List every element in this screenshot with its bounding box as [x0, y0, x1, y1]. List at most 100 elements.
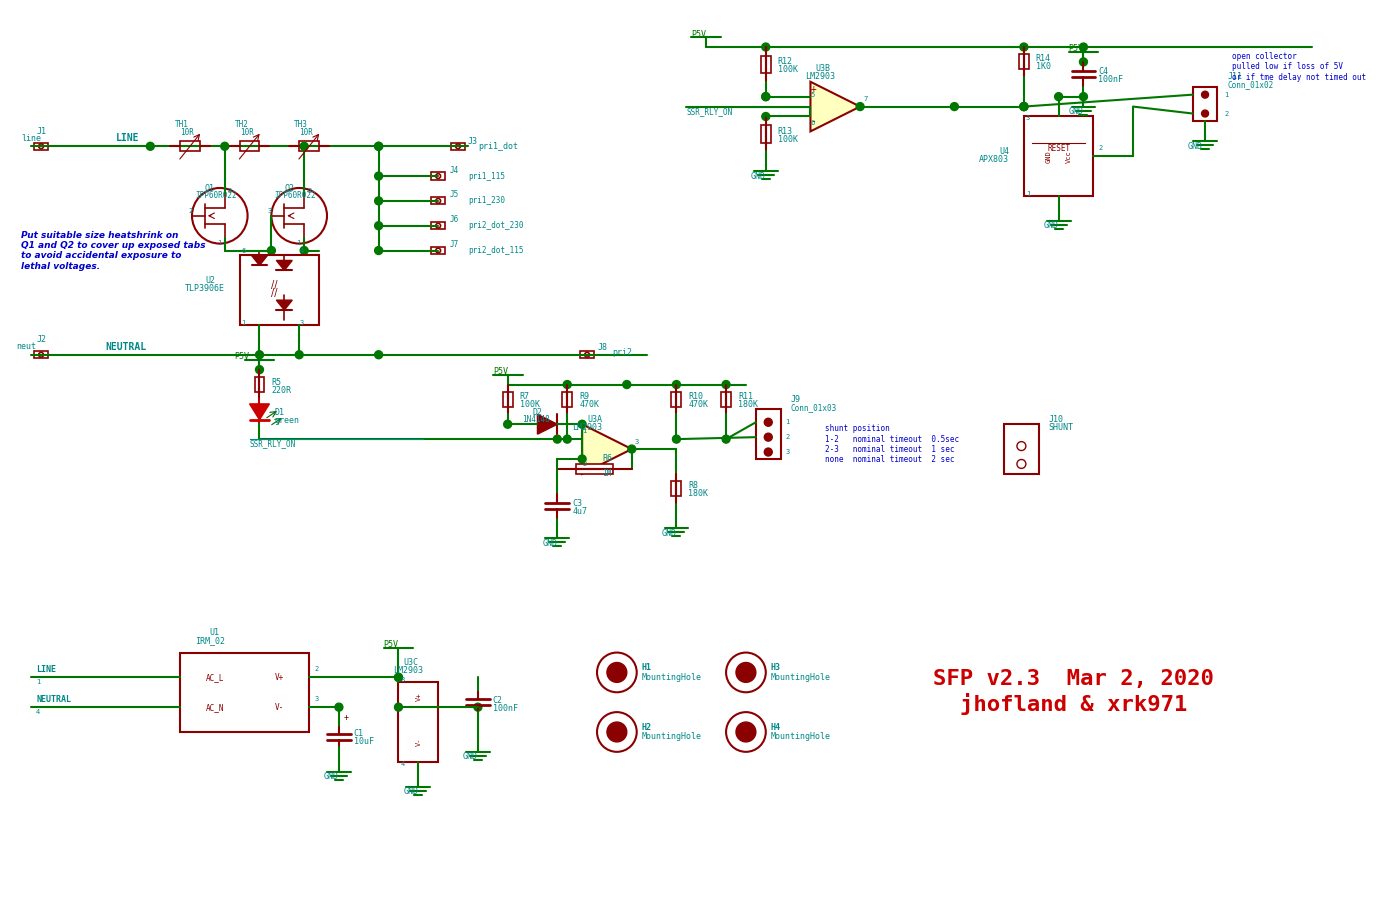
Text: LINE: LINE: [36, 665, 56, 674]
Circle shape: [147, 143, 154, 150]
Text: 2: 2: [785, 434, 790, 441]
Circle shape: [672, 380, 680, 388]
Text: 4: 4: [400, 760, 405, 767]
Circle shape: [256, 366, 263, 374]
Circle shape: [722, 435, 729, 443]
Text: -: -: [811, 116, 816, 126]
Circle shape: [504, 420, 511, 429]
Bar: [760, 56, 771, 73]
Circle shape: [1079, 43, 1088, 51]
Text: 1: 1: [36, 679, 41, 686]
Text: AC_L: AC_L: [206, 673, 224, 682]
Text: U3B: U3B: [815, 64, 830, 73]
Text: 1M: 1M: [602, 470, 612, 478]
Bar: [1193, 87, 1218, 122]
Text: V-: V-: [416, 738, 421, 746]
Circle shape: [435, 174, 441, 178]
Text: pri1_115: pri1_115: [468, 172, 505, 181]
Text: 3: 3: [267, 207, 272, 214]
Text: 1: 1: [785, 420, 790, 425]
Text: 1K0: 1K0: [1036, 62, 1051, 71]
Text: 10R: 10R: [239, 128, 253, 137]
Circle shape: [764, 448, 773, 456]
Circle shape: [727, 653, 766, 692]
Bar: [756, 409, 781, 459]
Text: R14: R14: [1036, 55, 1051, 63]
Text: shunt position
1-2   nominal timeout  0.5sec
2-3   nominal timeout  1 sec
none  : shunt position 1-2 nominal timeout 0.5se…: [826, 424, 959, 464]
Text: Vcc: Vcc: [1065, 150, 1071, 163]
Text: 1: 1: [582, 428, 587, 434]
Bar: [760, 125, 771, 143]
Text: 2: 2: [582, 461, 587, 467]
Text: Conn_01x03: Conn_01x03: [791, 403, 837, 412]
Circle shape: [1079, 92, 1088, 101]
Circle shape: [375, 247, 382, 254]
Text: 4: 4: [36, 709, 41, 715]
Text: 3: 3: [634, 439, 638, 445]
Text: 1: 1: [242, 320, 246, 326]
Text: 1: 1: [297, 239, 301, 246]
Circle shape: [375, 351, 382, 358]
Text: V-: V-: [274, 703, 284, 712]
Circle shape: [951, 102, 959, 111]
Bar: [672, 482, 682, 496]
Circle shape: [295, 351, 304, 358]
Bar: [431, 173, 445, 180]
Text: Conn_01x02: Conn_01x02: [1228, 80, 1274, 90]
Circle shape: [596, 653, 637, 692]
Bar: [431, 197, 445, 205]
Text: IPP60R022: IPP60R022: [274, 191, 316, 200]
Polygon shape: [811, 81, 860, 132]
Polygon shape: [582, 424, 631, 473]
Text: 100nF: 100nF: [1099, 75, 1123, 84]
Text: LM2903: LM2903: [393, 666, 424, 675]
Text: GND: GND: [1187, 142, 1203, 151]
Text: RESET: RESET: [1047, 143, 1070, 153]
Circle shape: [256, 351, 263, 358]
Circle shape: [1201, 110, 1208, 117]
Text: GND: GND: [542, 539, 557, 547]
Text: 7: 7: [862, 96, 868, 101]
Text: 1: 1: [217, 239, 221, 246]
Bar: [34, 351, 48, 358]
Polygon shape: [252, 256, 267, 265]
Polygon shape: [276, 300, 293, 310]
Text: J1: J1: [36, 127, 46, 136]
Polygon shape: [249, 404, 269, 420]
Bar: [1004, 424, 1039, 473]
Text: P5V: P5V: [235, 352, 249, 361]
Circle shape: [608, 722, 627, 742]
Text: pri1_dot: pri1_dot: [477, 142, 518, 151]
Text: J4: J4: [449, 165, 459, 175]
Text: R7: R7: [519, 392, 529, 401]
Circle shape: [455, 143, 461, 149]
Text: 3: 3: [314, 696, 318, 702]
Text: P5V: P5V: [493, 367, 508, 377]
Circle shape: [1021, 102, 1028, 111]
Bar: [431, 222, 445, 229]
Text: R10: R10: [689, 392, 703, 401]
Circle shape: [395, 674, 402, 681]
Bar: [399, 683, 438, 761]
Circle shape: [762, 92, 770, 101]
Circle shape: [553, 435, 561, 443]
Text: GND: GND: [662, 529, 676, 538]
Text: neut: neut: [17, 343, 36, 351]
Circle shape: [375, 222, 382, 229]
Text: J3: J3: [468, 137, 477, 146]
Text: H2: H2: [641, 723, 651, 731]
Text: 3: 3: [300, 320, 304, 326]
Text: R13: R13: [777, 127, 792, 136]
Text: 4: 4: [300, 248, 304, 253]
Text: J7: J7: [449, 240, 459, 249]
Circle shape: [375, 143, 382, 150]
Circle shape: [578, 455, 587, 463]
Polygon shape: [538, 414, 557, 434]
Text: 470K: 470K: [580, 400, 599, 409]
Text: IRM_02: IRM_02: [195, 636, 225, 645]
Text: R12: R12: [777, 58, 792, 67]
Text: Put suitable size heatshrink on
Q1 and Q2 to cover up exposed tabs
to avoid acci: Put suitable size heatshrink on Q1 and Q…: [21, 230, 206, 271]
Text: C3: C3: [573, 499, 582, 508]
Circle shape: [1016, 460, 1026, 468]
Text: pri2_dot_115: pri2_dot_115: [468, 246, 524, 255]
